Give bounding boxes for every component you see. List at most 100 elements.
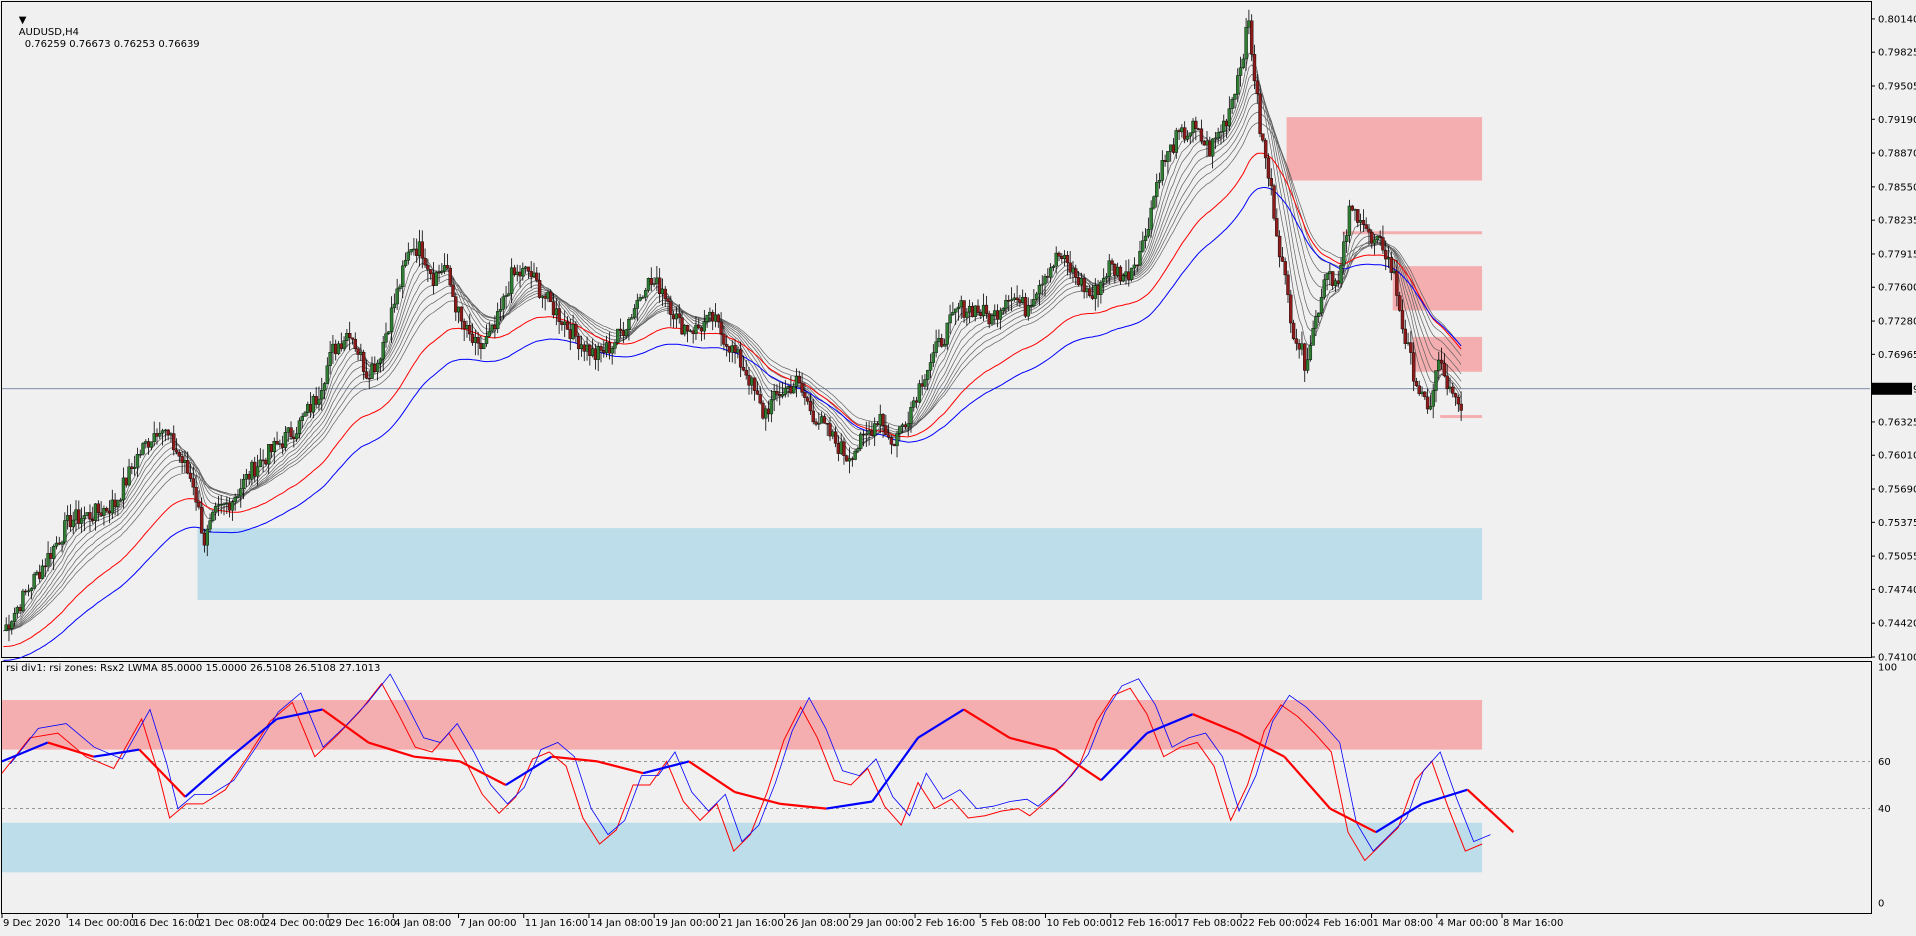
rsi-y-tick-label: 40 [1878,804,1891,815]
x-tick-label: 11 Jan 16:00 [525,918,588,929]
candle-body [423,257,427,266]
candle-body [155,433,159,437]
candle-body [1297,343,1301,350]
rsi-slow-segment [1283,755,1331,810]
candle-body [1364,224,1368,230]
candle-body [398,286,402,290]
candle-body [49,553,53,559]
candle-body [1085,288,1089,293]
candle-body [602,350,606,353]
candle-body [861,433,866,436]
candle-body [895,433,899,447]
candle-body [244,474,249,480]
candle-body [1358,220,1363,223]
candle-body [1414,381,1419,387]
candle-body [1174,130,1178,153]
candle-body [275,441,279,445]
candle-body [255,466,260,477]
candle-body [1096,285,1100,295]
candle-body [160,430,165,434]
x-tick-label: 5 Feb 08:00 [981,918,1040,929]
candle-body [604,342,609,353]
candle-body [1330,271,1335,286]
candle-body [428,269,433,275]
candle-body [914,400,919,403]
candle-body [995,310,1000,320]
candle-body [40,565,45,579]
candle-body [529,271,533,278]
candle-body [1065,254,1070,264]
candle-body [431,273,436,286]
candle-body [1381,237,1385,251]
x-tick-label: 26 Jan 08:00 [786,918,849,929]
y-tick-label: 0.74100 [1878,653,1916,664]
candle-body [15,607,20,614]
candle-body [213,506,218,513]
x-tick-label: 29 Dec 16:00 [329,918,396,929]
candle-body [116,500,120,507]
rsi-slow-segment [826,800,873,810]
candle-body [289,427,293,438]
candle-body [381,342,385,360]
candle-body [1386,257,1391,260]
candle-body [347,333,352,338]
candle-body [702,321,707,332]
rsi-fast-line [1,682,1483,862]
candle-body [74,509,78,521]
candle-body [518,271,522,277]
candle-body [711,311,715,322]
candle-body [507,293,511,296]
candle-body [334,343,338,355]
candle-body [1319,297,1324,314]
candle-body [1202,140,1206,146]
candle-body [1135,264,1139,267]
candle-body [10,621,14,629]
candle-body [1233,94,1237,100]
x-tick-label: 29 Jan 00:00 [851,918,914,929]
candle-body [1099,281,1103,295]
candle-body [1090,295,1095,299]
candle-body [576,336,581,350]
candle-body [1269,178,1273,186]
candle-body [590,348,595,356]
candle-body [1224,120,1229,127]
candle-body [523,266,528,269]
candle-body [825,423,829,425]
candle-body [367,377,371,380]
rsi-slow-segment [734,791,781,805]
candle-body [230,501,235,511]
rsi-slow-segment [138,748,186,798]
candle-body [1079,278,1084,286]
rsi-lower-zone [2,822,1483,873]
candle-body [1403,328,1407,344]
candle-body [445,265,450,269]
candle-body [336,343,341,355]
dropdown-triangle-icon[interactable]: ▼ [18,15,27,26]
candle-body [32,574,36,589]
candle-body [1046,276,1050,278]
candle-body [937,338,941,343]
candle-body [1007,300,1011,302]
candle-body [616,328,620,343]
candle-body [831,431,835,437]
candle-body [646,278,651,291]
candle-body [677,313,681,318]
candle-body [1216,132,1220,139]
symbol-label: AUDUSD,H4 [18,27,80,38]
candle-body [166,429,170,436]
candle-body [1124,271,1128,277]
candle-body [509,267,514,294]
rsi-slow-segment [688,760,736,793]
candle-body [638,297,642,301]
candle-body [487,330,492,337]
candle-body [571,324,575,339]
candle-body [797,375,801,384]
candle-body [1001,308,1005,311]
candle-body [1314,316,1318,329]
candle-body [141,443,145,455]
candle-body [138,453,142,456]
candle-body [292,436,296,440]
candle-body [761,402,765,419]
candle-body [730,345,734,353]
